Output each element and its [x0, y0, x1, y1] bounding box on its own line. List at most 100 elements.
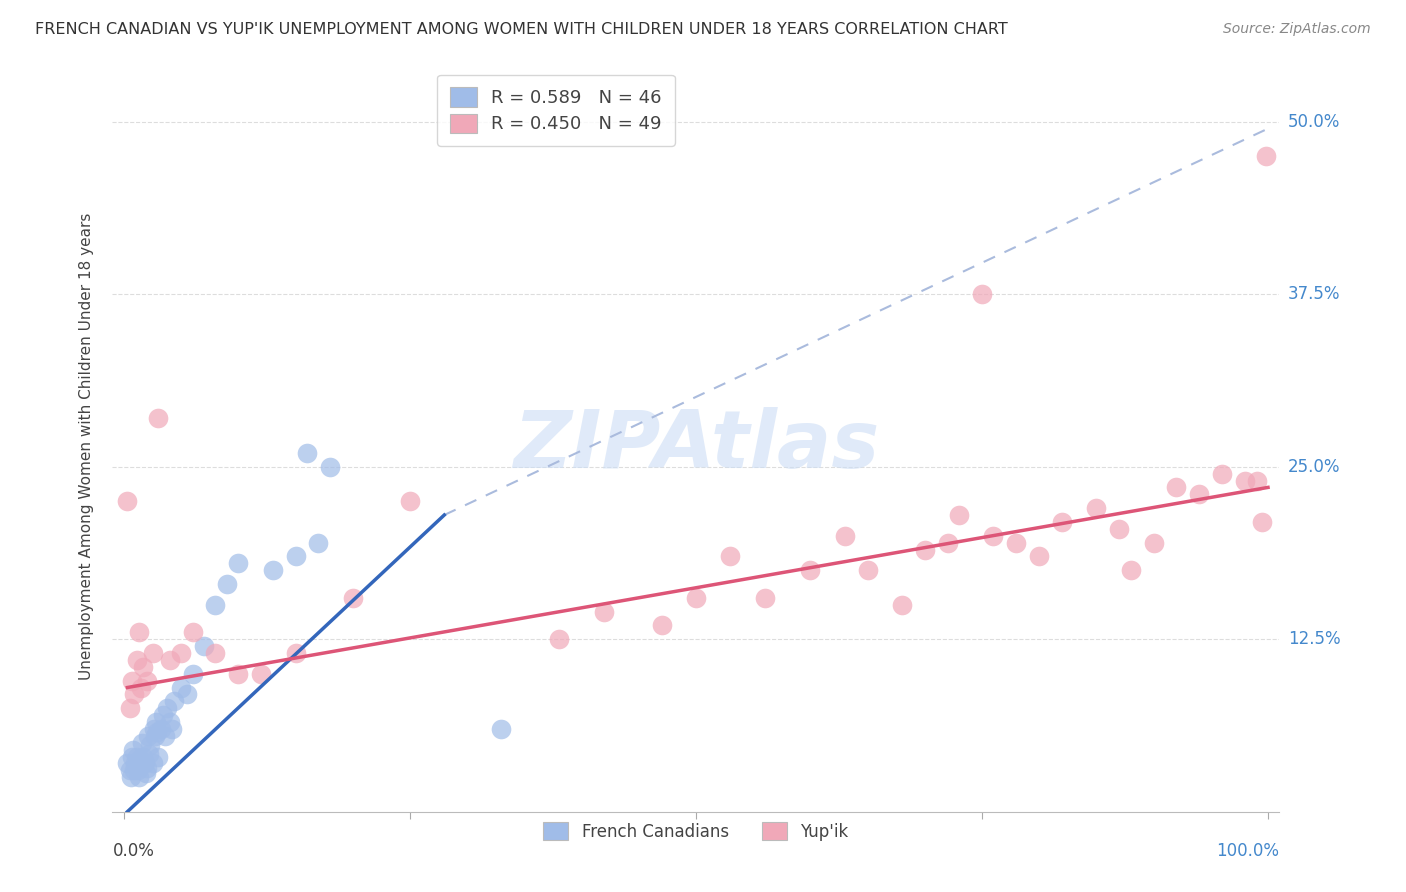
Point: [983, 529, 1005, 543]
Point: [181, 666, 204, 681]
Point: [948, 508, 970, 522]
Point: [936, 535, 959, 549]
Point: [250, 666, 273, 681]
Point: [295, 446, 318, 460]
Point: [1142, 535, 1164, 549]
Point: [135, 673, 157, 688]
Point: [204, 646, 226, 660]
Point: [135, 760, 157, 774]
Point: [149, 722, 172, 736]
Point: [215, 577, 238, 591]
Point: [491, 722, 513, 736]
Point: [139, 739, 162, 753]
Point: [593, 605, 616, 619]
Point: [228, 557, 250, 571]
Point: [121, 749, 143, 764]
Point: [117, 494, 139, 508]
Point: [1251, 515, 1274, 529]
Point: [153, 729, 176, 743]
Legend: French Canadians, Yup'ik: French Canadians, Yup'ik: [533, 813, 859, 851]
Point: [181, 625, 204, 640]
Y-axis label: Unemployment Among Women with Children Under 18 years: Unemployment Among Women with Children U…: [79, 212, 94, 680]
Point: [718, 549, 741, 564]
Text: Source: ZipAtlas.com: Source: ZipAtlas.com: [1223, 22, 1371, 37]
Point: [1028, 549, 1050, 564]
Point: [834, 529, 856, 543]
Point: [134, 756, 156, 771]
Point: [1085, 501, 1108, 516]
Point: [1188, 487, 1211, 501]
Text: 12.5%: 12.5%: [1288, 631, 1340, 648]
Text: 50.0%: 50.0%: [1288, 112, 1340, 131]
Point: [1254, 149, 1277, 163]
Point: [307, 535, 329, 549]
Point: [170, 681, 193, 695]
Point: [176, 687, 198, 701]
Point: [122, 764, 145, 778]
Point: [118, 764, 141, 778]
Point: [118, 701, 141, 715]
Point: [1211, 467, 1233, 481]
Point: [970, 287, 993, 301]
Point: [547, 632, 569, 647]
Point: [135, 766, 157, 780]
Point: [1005, 535, 1028, 549]
Point: [1246, 474, 1268, 488]
Text: 0.0%: 0.0%: [112, 842, 155, 860]
Text: 100.0%: 100.0%: [1216, 842, 1279, 860]
Point: [127, 764, 149, 778]
Point: [1108, 522, 1130, 536]
Point: [170, 646, 193, 660]
Point: [156, 701, 179, 715]
Point: [284, 549, 307, 564]
Point: [204, 598, 226, 612]
Point: [148, 749, 170, 764]
Point: [117, 756, 139, 771]
Point: [651, 618, 673, 632]
Point: [856, 563, 879, 577]
Point: [228, 666, 250, 681]
Point: [142, 722, 165, 736]
Point: [399, 494, 422, 508]
Point: [262, 563, 284, 577]
Text: 25.0%: 25.0%: [1288, 458, 1340, 475]
Text: 37.5%: 37.5%: [1288, 285, 1340, 303]
Point: [193, 639, 215, 653]
Point: [122, 742, 145, 756]
Point: [122, 687, 145, 701]
Point: [138, 747, 160, 761]
Point: [129, 681, 152, 695]
Point: [145, 714, 167, 729]
Point: [125, 653, 148, 667]
Point: [685, 591, 707, 605]
Point: [914, 542, 936, 557]
Point: [125, 749, 148, 764]
Point: [141, 646, 163, 660]
Point: [143, 729, 166, 743]
Point: [131, 736, 153, 750]
Point: [890, 598, 912, 612]
Point: [121, 673, 143, 688]
Point: [148, 411, 170, 425]
Point: [141, 756, 163, 771]
Point: [799, 563, 821, 577]
Point: [120, 770, 142, 784]
Point: [136, 729, 159, 743]
Point: [1166, 480, 1188, 494]
Point: [146, 724, 169, 739]
Point: [163, 694, 186, 708]
Point: [1234, 474, 1257, 488]
Point: [284, 646, 307, 660]
Point: [132, 660, 155, 674]
Point: [128, 770, 150, 784]
Point: [159, 714, 181, 729]
Point: [152, 708, 174, 723]
Point: [159, 653, 181, 667]
Point: [319, 459, 342, 474]
Point: [128, 625, 150, 640]
Point: [342, 591, 364, 605]
Point: [1119, 563, 1142, 577]
Text: ZIPAtlas: ZIPAtlas: [513, 407, 879, 485]
Point: [129, 752, 152, 766]
Point: [124, 756, 146, 771]
